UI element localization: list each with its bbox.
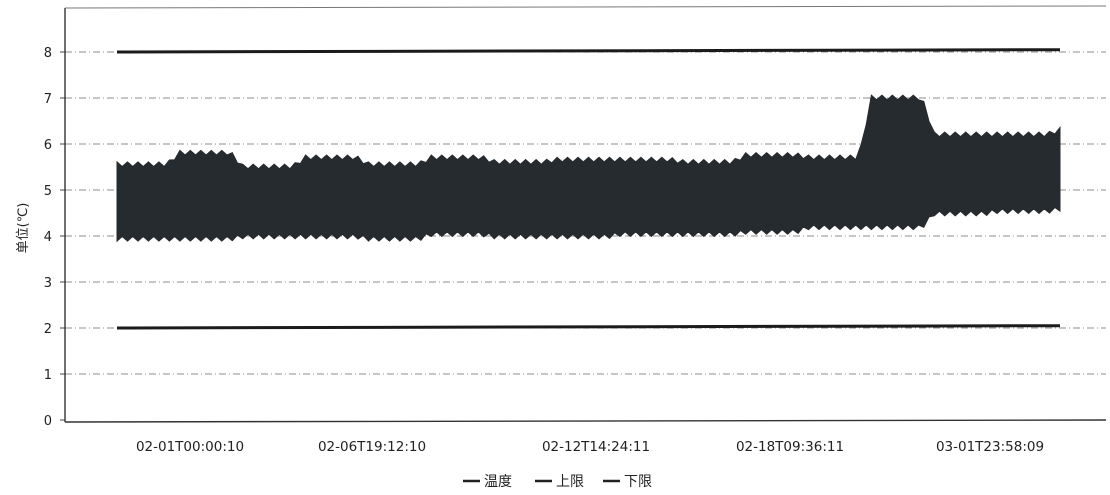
x-tick-label: 03-01T23:58:09 <box>936 439 1044 455</box>
legend-label: 下限 <box>624 474 652 490</box>
limit-lines-layer <box>116 48 1061 330</box>
x-tick-label: 02-06T19:12:10 <box>318 439 426 455</box>
y-tick-label: 8 <box>44 46 52 61</box>
upper-limit-line <box>116 48 1061 54</box>
temperature-band-layer <box>116 94 1061 243</box>
legend: 温度 上限 下限 <box>463 474 652 490</box>
plot-top-border <box>64 5 1107 9</box>
y-tick-label: 3 <box>44 276 52 291</box>
y-tick-label: 4 <box>44 230 52 245</box>
y-tick-label: 5 <box>44 184 52 199</box>
temperature-band <box>116 94 1061 243</box>
x-tick-label: 02-01T00:00:10 <box>136 439 244 455</box>
y-axis-label: 单位(℃) <box>16 203 31 254</box>
axes-layer: 0 1 2 3 4 5 6 7 8 02-01T00:00:10 02-06T19:12:10 02-… <box>44 5 1107 455</box>
y-tick-label: 2 <box>44 322 52 337</box>
lower-limit-line <box>116 324 1061 330</box>
x-tick-label: 02-12T14:24:11 <box>542 439 650 455</box>
x-tick-label: 02-18T09:36:11 <box>736 439 844 455</box>
y-tick-label: 7 <box>44 92 52 107</box>
x-axis-line <box>64 419 1107 423</box>
y-tick-label: 6 <box>44 138 52 153</box>
legend-label: 温度 <box>484 474 512 490</box>
legend-label: 上限 <box>556 474 584 490</box>
y-tick-label: 0 <box>44 414 52 429</box>
y-tick-label: 1 <box>44 368 52 383</box>
